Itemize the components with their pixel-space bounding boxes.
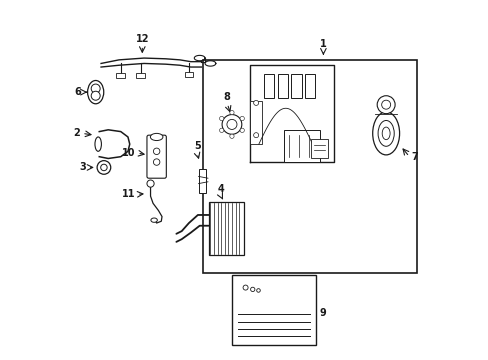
Ellipse shape [253, 100, 258, 105]
Ellipse shape [381, 100, 390, 109]
Ellipse shape [382, 127, 389, 140]
Ellipse shape [256, 289, 260, 292]
Ellipse shape [95, 137, 101, 151]
FancyBboxPatch shape [147, 135, 166, 178]
Text: 11: 11 [122, 189, 135, 199]
Bar [116, 73, 125, 78]
Bar [310, 139, 327, 158]
Text: 12: 12 [135, 34, 149, 44]
Ellipse shape [243, 285, 247, 290]
Text: 2: 2 [73, 129, 80, 138]
Bar [231, 275, 316, 345]
Ellipse shape [147, 180, 154, 187]
Ellipse shape [97, 161, 110, 174]
Bar [184, 72, 193, 77]
Ellipse shape [240, 128, 244, 132]
Ellipse shape [253, 133, 258, 138]
Text: 1: 1 [319, 39, 326, 49]
Ellipse shape [226, 120, 237, 130]
Ellipse shape [240, 116, 244, 121]
Bar [291, 74, 301, 98]
Ellipse shape [153, 148, 160, 154]
Bar [264, 74, 274, 98]
Text: 4: 4 [217, 184, 224, 194]
Text: 3: 3 [79, 162, 86, 172]
Bar [136, 73, 144, 78]
Bar [305, 74, 314, 98]
Ellipse shape [91, 84, 100, 93]
Ellipse shape [150, 134, 163, 140]
Ellipse shape [250, 287, 254, 292]
Ellipse shape [101, 164, 107, 171]
Ellipse shape [151, 218, 157, 222]
Ellipse shape [87, 81, 103, 104]
Ellipse shape [372, 112, 399, 155]
Text: 5: 5 [193, 141, 200, 151]
Bar [249, 101, 262, 144]
Text: 9: 9 [319, 309, 326, 319]
Bar [203, 60, 416, 273]
Ellipse shape [222, 114, 241, 134]
Ellipse shape [377, 121, 393, 146]
Bar [198, 169, 206, 193]
Bar [208, 202, 244, 255]
Text: 7: 7 [410, 152, 417, 162]
Ellipse shape [376, 96, 394, 114]
Ellipse shape [153, 159, 160, 165]
Text: 6: 6 [74, 87, 81, 97]
Text: 8: 8 [224, 92, 230, 102]
Ellipse shape [229, 134, 234, 138]
Ellipse shape [219, 128, 224, 132]
Text: 10: 10 [122, 148, 135, 158]
Ellipse shape [91, 91, 100, 100]
Bar [277, 74, 287, 98]
Ellipse shape [229, 111, 234, 115]
Ellipse shape [219, 116, 224, 121]
Bar [284, 130, 319, 162]
